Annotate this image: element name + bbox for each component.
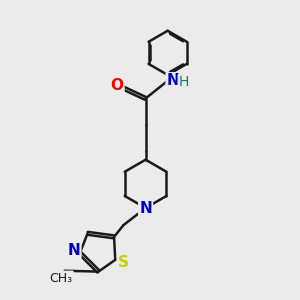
Text: N: N <box>167 73 179 88</box>
Text: N: N <box>139 200 152 215</box>
Text: S: S <box>118 255 129 270</box>
Text: O: O <box>110 78 124 93</box>
Text: N: N <box>68 243 80 258</box>
Text: CH₃: CH₃ <box>50 272 73 285</box>
Text: H: H <box>179 75 189 89</box>
